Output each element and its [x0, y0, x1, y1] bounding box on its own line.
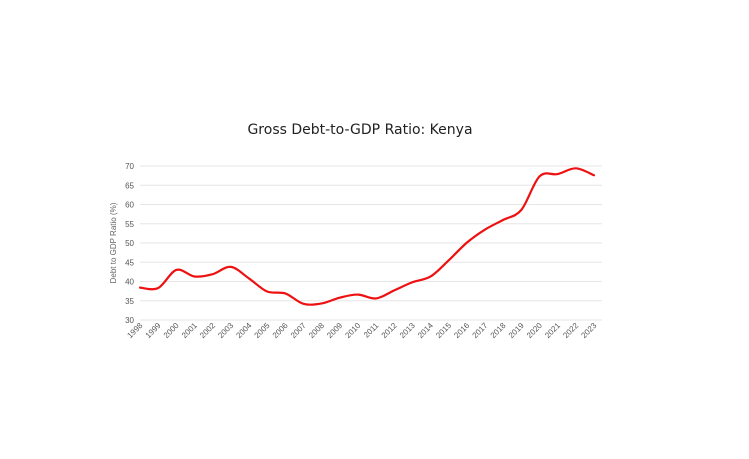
data-point[interactable]: [299, 300, 307, 308]
x-tick-label: 2018: [489, 321, 508, 340]
data-point[interactable]: [136, 284, 144, 292]
data-point[interactable]: [245, 274, 253, 282]
y-tick-label: 35: [125, 297, 134, 306]
x-tick-label: 2008: [307, 321, 326, 340]
x-tick-label: 1999: [144, 321, 163, 340]
x-tick-label: 2023: [579, 321, 598, 340]
x-tick-label: 2013: [398, 321, 417, 340]
x-tick-label: 2002: [198, 321, 217, 340]
data-point[interactable]: [336, 294, 344, 302]
x-tick-label: 2016: [452, 321, 471, 340]
data-point[interactable]: [227, 263, 235, 271]
data-point[interactable]: [554, 170, 562, 178]
x-tick-label: 2020: [525, 321, 544, 340]
data-point[interactable]: [572, 164, 580, 172]
series-line: [138, 167, 596, 306]
y-tick-label: 40: [125, 278, 134, 287]
data-point[interactable]: [390, 286, 398, 294]
data-point[interactable]: [590, 171, 598, 179]
x-tick-label: 2004: [234, 321, 253, 340]
x-tick-label: 2014: [416, 321, 435, 340]
y-tick-label: 60: [125, 201, 134, 210]
data-point[interactable]: [372, 294, 380, 302]
x-tick-label: 2010: [343, 321, 362, 340]
x-tick-label: 2021: [543, 321, 562, 340]
data-point[interactable]: [154, 284, 162, 292]
x-tick-label: 2017: [471, 321, 490, 340]
y-tick-label: 30: [125, 316, 134, 325]
chart-title: Gross Debt-to-GDP Ratio: Kenya: [247, 122, 472, 138]
data-point[interactable]: [209, 270, 217, 278]
data-point[interactable]: [172, 266, 180, 274]
x-tick-label: 2001: [180, 321, 199, 340]
data-point[interactable]: [281, 289, 289, 297]
x-tick-label: 2006: [271, 321, 290, 340]
x-tick-label: 2007: [289, 321, 308, 340]
x-axis-ticks: 1998 1999 2000 2001 2002 2003 2004 2005 2006 2007…: [125, 321, 598, 340]
x-tick-label: 2012: [380, 321, 399, 340]
y-tick-label: 70: [125, 162, 134, 171]
data-point[interactable]: [463, 239, 471, 247]
data-point[interactable]: [499, 216, 507, 224]
series: [136, 164, 598, 308]
data-point[interactable]: [354, 291, 362, 299]
y-axis-ticks: 30 35 40 45 50 55 60 65 70: [125, 162, 134, 325]
x-tick-label: 2019: [507, 321, 526, 340]
data-point[interactable]: [408, 278, 416, 286]
y-tick-label: 65: [125, 181, 134, 190]
data-point[interactable]: [481, 226, 489, 234]
data-point[interactable]: [263, 288, 271, 296]
x-tick-label: 2011: [362, 321, 381, 340]
y-axis-label: Debt to GDP Ratio (%): [109, 202, 118, 283]
data-point[interactable]: [190, 272, 198, 280]
x-tick-label: 2005: [253, 321, 272, 340]
x-tick-label: 2000: [162, 321, 181, 340]
data-point[interactable]: [427, 272, 435, 280]
data-point[interactable]: [445, 256, 453, 264]
y-tick-label: 55: [125, 220, 134, 229]
x-tick-label: 2003: [216, 321, 235, 340]
data-point[interactable]: [517, 206, 525, 214]
x-tick-label: 2015: [434, 321, 453, 340]
grid: [140, 165, 602, 321]
x-tick-label: 2009: [325, 321, 344, 340]
y-tick-label: 50: [125, 239, 134, 248]
data-point[interactable]: [536, 172, 544, 180]
y-tick-label: 45: [125, 258, 134, 267]
data-point[interactable]: [318, 299, 326, 307]
x-tick-label: 2022: [561, 321, 580, 340]
